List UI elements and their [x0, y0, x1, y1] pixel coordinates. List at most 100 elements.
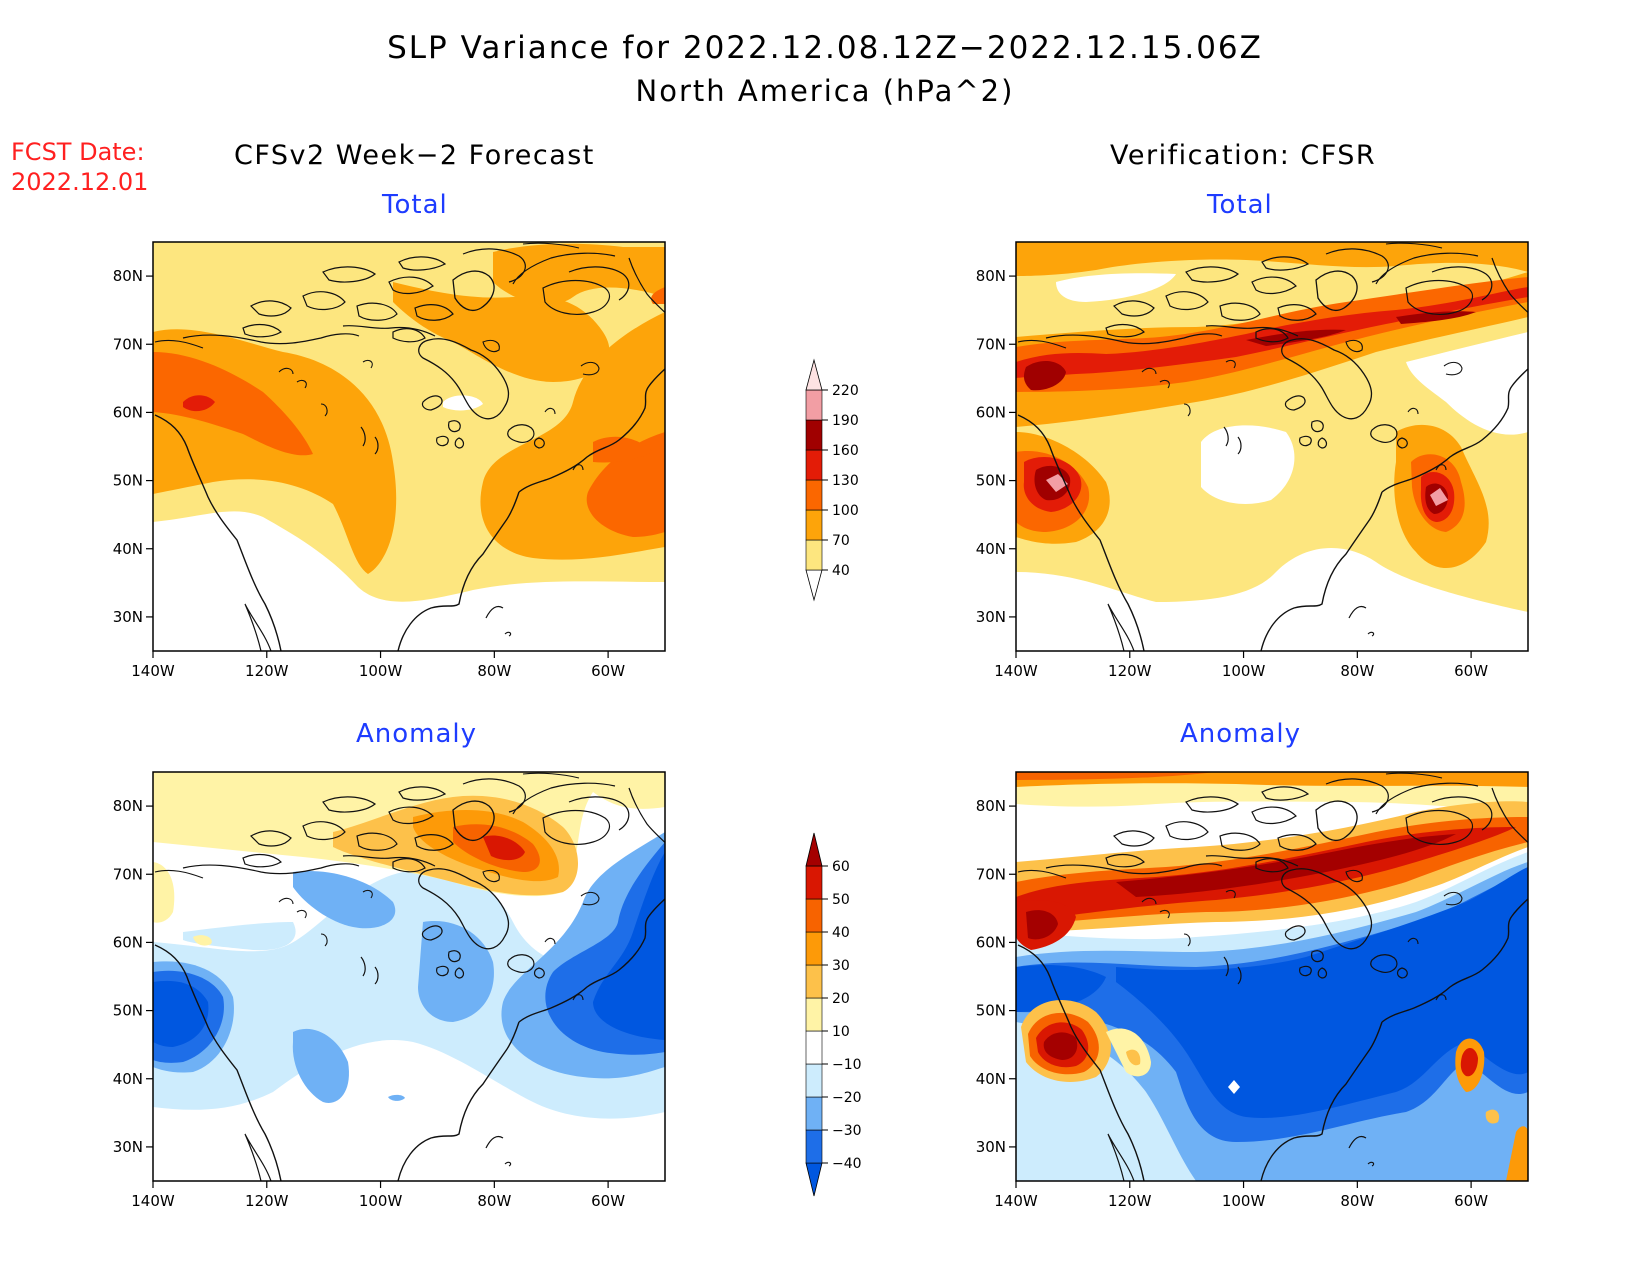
colorbar-total-label: 190: [832, 413, 859, 429]
lat-tick-label: 60N: [113, 403, 143, 421]
panel-title-verification-anomaly: Anomaly: [1180, 719, 1302, 749]
colorbar-total-label: 70: [832, 533, 850, 549]
lon-tick-label: 60W: [591, 1192, 625, 1210]
colorbar-anomaly-label: −20: [832, 1090, 862, 1106]
main-subtitle: North America (hPa^2): [635, 74, 1015, 108]
map-panel-verification-total: [1016, 242, 1528, 651]
lat-tick-label: 30N: [976, 608, 1006, 626]
panel-title-forecast-total: Total: [382, 190, 448, 220]
colorbar-total-swatch-high: [805, 358, 823, 391]
colorbar-anomaly-swatch: [805, 865, 823, 900]
lat-tick-label: 60N: [976, 403, 1006, 421]
lat-tick-label: 50N: [976, 1002, 1006, 1020]
colorbar-total-swatch: [805, 539, 823, 571]
colorbar-anomaly-swatch: [805, 964, 823, 999]
lat-tick-label: 50N: [113, 472, 143, 490]
colorbar-total-swatch: [805, 509, 823, 541]
lon-tick-label: 100W: [1222, 662, 1266, 680]
lat-tick-label: 70N: [113, 865, 143, 883]
lon-tick-label: 140W: [131, 1192, 175, 1210]
panel-title-forecast-anomaly: Anomaly: [356, 719, 478, 749]
colorbar-total-swatch: [805, 419, 823, 451]
colorbar-anomaly-swatch: [805, 1129, 823, 1164]
lat-tick-label: 40N: [113, 1070, 143, 1088]
lat-tick-label: 40N: [976, 540, 1006, 558]
lat-tick-label: 70N: [113, 335, 143, 353]
colorbar-anomaly-label: −10: [832, 1057, 862, 1073]
colorbar-total-swatch: [805, 449, 823, 481]
lat-tick-label: 50N: [976, 472, 1006, 490]
colorbar-total-swatch: [805, 479, 823, 511]
column-header-forecast: CFSv2 Week−2 Forecast: [234, 140, 595, 171]
panel-title-verification-total: Total: [1207, 190, 1273, 220]
colorbar-anomaly-label: 60: [832, 859, 850, 875]
colorbar-anomaly-swatch: [805, 898, 823, 933]
lat-tick-label: 80N: [113, 267, 143, 285]
colorbar-anomaly-label: −40: [832, 1156, 862, 1172]
lon-tick-label: 100W: [359, 662, 403, 680]
lat-tick-label: 60N: [113, 933, 143, 951]
panel-frame-verification-anomaly: [1015, 771, 1529, 1182]
colorbar-anomaly-label: 20: [832, 991, 850, 1007]
colorbar-total-label: 100: [832, 503, 859, 519]
lon-tick-label: 120W: [245, 662, 289, 680]
forecast-date-label: FCST Date:: [11, 138, 145, 166]
column-header-verification: Verification: CFSR: [1110, 140, 1377, 171]
lat-tick-label: 50N: [113, 1002, 143, 1020]
colorbar-anomaly-swatch: [805, 997, 823, 1032]
lon-tick-label: 80W: [477, 1192, 511, 1210]
colorbar-anomaly: −40 −30 −20 −10 10 20 30 40 50 60: [805, 832, 862, 1197]
colorbar-anomaly-label: 30: [832, 958, 850, 974]
lon-tick-label: 100W: [1222, 1192, 1266, 1210]
colorbar-total-swatch-low: [805, 569, 823, 602]
lat-tick-label: 40N: [976, 1070, 1006, 1088]
lon-tick-label: 60W: [591, 662, 625, 680]
axes-forecast-total: 140W 120W 100W 80W 60W 80N 70N 60N 50N 40N 30N: [113, 267, 626, 680]
axes-verification-anomaly: 140W 120W 100W 80W 60W 80N 70N 60N 50N 40N 30N: [976, 797, 1489, 1210]
lon-tick-label: 140W: [994, 662, 1038, 680]
colorbar-anomaly-swatch-low: [805, 1162, 823, 1197]
lon-tick-label: 120W: [1108, 1192, 1152, 1210]
lon-tick-label: 80W: [1340, 662, 1374, 680]
colorbar-anomaly-swatch: [805, 1030, 823, 1065]
panel-frame-verification-total: [1015, 241, 1529, 652]
colorbar-anomaly-swatch: [805, 1096, 823, 1131]
lat-tick-label: 80N: [113, 797, 143, 815]
axes-layer: 140W 120W 100W 80W 60W 80N 70N 60N 50N 40N 30N 140W…: [113, 267, 1489, 1210]
colorbar-anomaly-swatch: [805, 931, 823, 966]
lat-tick-label: 80N: [976, 797, 1006, 815]
lon-tick-label: 60W: [1454, 662, 1488, 680]
lat-tick-label: 30N: [113, 608, 143, 626]
colorbar-total-label: 40: [832, 563, 850, 579]
colorbar-total-label: 220: [832, 383, 859, 399]
colorbar-anomaly-swatch: [805, 1063, 823, 1098]
lon-tick-label: 140W: [131, 662, 175, 680]
colorbar-total: 40 70 100 130 160 190 220: [805, 358, 859, 602]
lat-tick-label: 60N: [976, 933, 1006, 951]
main-title: SLP Variance for 2022.12.08.12Z−2022.12.…: [387, 30, 1263, 66]
colorbar-total-label: 160: [832, 443, 859, 459]
lat-tick-label: 30N: [976, 1138, 1006, 1156]
lat-tick-label: 30N: [113, 1138, 143, 1156]
lon-tick-label: 100W: [359, 1192, 403, 1210]
lon-tick-label: 140W: [994, 1192, 1038, 1210]
forecast-date: FCST Date: 2022.12.01: [11, 137, 148, 197]
colorbar-total-swatch: [805, 389, 823, 421]
colorbar-anomaly-label: 40: [832, 925, 850, 941]
colorbar-anomaly-swatch-high: [805, 832, 823, 867]
map-panel-verification-anomaly: [1016, 772, 1528, 1181]
colorbar-total-label: 130: [832, 473, 859, 489]
panel-frame-forecast-total: [152, 241, 666, 652]
lon-tick-label: 60W: [1454, 1192, 1488, 1210]
colorbar-anomaly-label: 50: [832, 892, 850, 908]
lon-tick-label: 120W: [1108, 662, 1152, 680]
map-panel-forecast-anomaly: [153, 772, 665, 1181]
colorbar-anomaly-label: 10: [832, 1024, 850, 1040]
panel-frame-forecast-anomaly: [152, 771, 666, 1182]
forecast-date-value: 2022.12.01: [11, 168, 149, 196]
lon-tick-label: 120W: [245, 1192, 289, 1210]
colorbar-anomaly-label: −30: [832, 1123, 862, 1139]
lat-tick-label: 70N: [976, 335, 1006, 353]
lat-tick-label: 70N: [976, 865, 1006, 883]
